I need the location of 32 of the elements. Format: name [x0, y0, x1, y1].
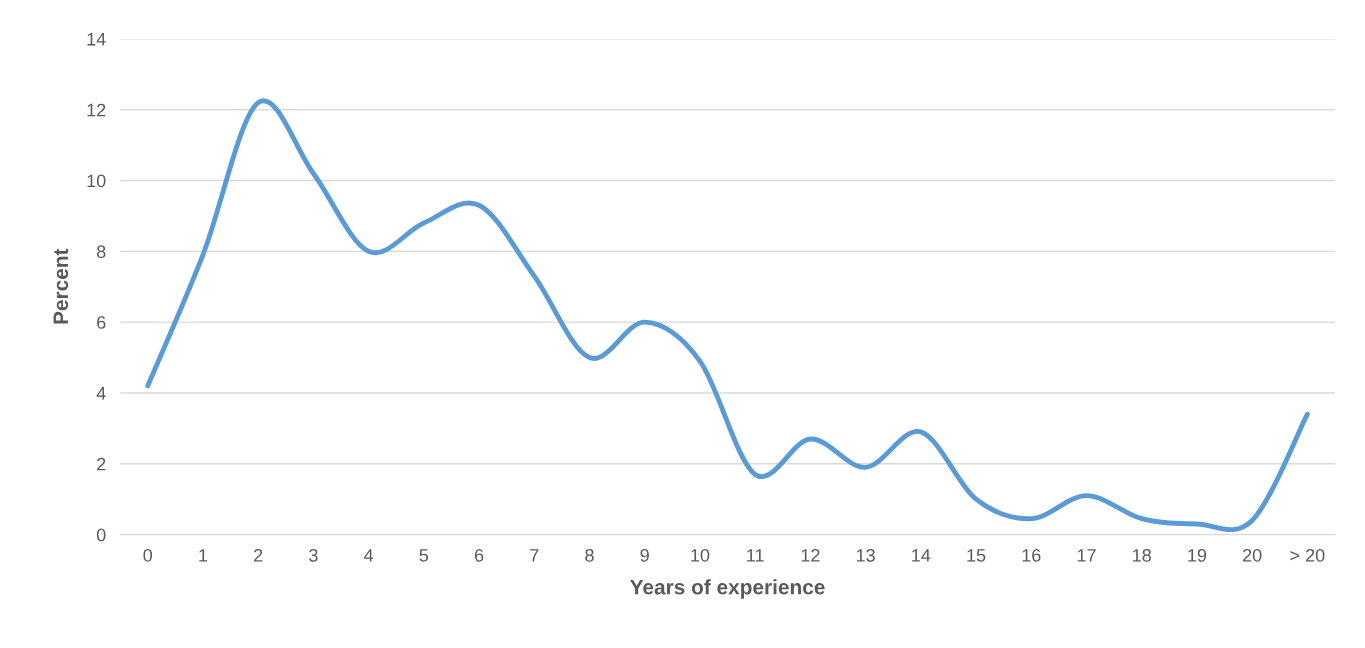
x-tick-label: 20 — [1243, 548, 1262, 562]
x-tick-label: 5 — [419, 549, 429, 562]
x-tick-label: 18 — [1133, 548, 1151, 562]
x-tick-label: 7 — [530, 549, 539, 562]
x-tick-label: 15 — [967, 549, 986, 562]
y-tick-label: 14 — [87, 33, 106, 46]
x-tick-label: 3 — [309, 548, 318, 562]
x-tick-label: 2 — [254, 548, 263, 562]
x-tick-label: 0 — [143, 548, 153, 562]
x-tick-label: 10 — [691, 548, 710, 562]
x-tick-label: 8 — [585, 548, 594, 562]
y-tick-label: 2 — [97, 457, 106, 471]
x-tick-label: > 20 — [1290, 548, 1325, 562]
x-tick-label: 9 — [640, 548, 649, 562]
x-tick-label: 13 — [856, 548, 875, 562]
x-tick-label: 11 — [747, 549, 764, 562]
y-axis-title: Percent — [53, 248, 69, 324]
y-tick-label: 10 — [87, 174, 106, 188]
x-tick-label: 17 — [1077, 549, 1096, 562]
x-tick-label: 4 — [364, 549, 374, 562]
x-tick-label: 14 — [912, 549, 931, 562]
y-tick-label: 4 — [96, 387, 106, 400]
x-tick-label: 1 — [199, 549, 208, 562]
x-tick-label: 19 — [1188, 548, 1207, 562]
y-tick-label: 0 — [96, 528, 106, 542]
x-tick-label: 6 — [474, 548, 484, 562]
x-axis-title: Years of experience — [630, 579, 825, 599]
y-tick-label: 6 — [97, 316, 106, 329]
y-tick-label: 8 — [96, 245, 106, 259]
x-tick-label: 16 — [1022, 548, 1041, 562]
y-tick-label: 12 — [87, 103, 106, 117]
x-tick-label: 12 — [801, 548, 820, 562]
